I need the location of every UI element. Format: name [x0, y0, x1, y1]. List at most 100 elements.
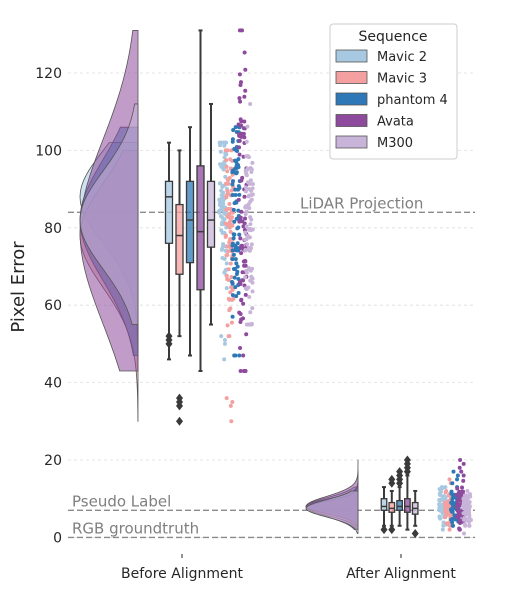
strip-point — [441, 523, 446, 528]
strip-point — [223, 268, 228, 273]
strip-point — [223, 151, 228, 156]
strip-point — [242, 263, 247, 268]
strip-point — [237, 96, 242, 101]
strip-point — [238, 99, 243, 104]
strip-point — [239, 297, 244, 302]
strip-point — [222, 357, 227, 362]
strip-point — [242, 119, 247, 124]
density-cloud — [305, 490, 359, 534]
strip-point — [462, 501, 467, 506]
strip-point — [234, 216, 239, 221]
box-outlier — [176, 416, 183, 426]
strip-point — [243, 212, 248, 217]
strip-point — [230, 314, 235, 319]
strip-point — [462, 497, 467, 502]
box-body — [403, 498, 411, 513]
strip-point — [444, 521, 449, 526]
strip-point — [230, 182, 235, 187]
box-outlier — [380, 525, 388, 535]
legend-swatch — [335, 114, 368, 127]
strip-point — [236, 248, 241, 253]
strip-point — [225, 214, 230, 219]
strip-point — [444, 488, 449, 493]
strip-point — [238, 346, 243, 351]
strip-point — [224, 158, 229, 163]
box-body — [388, 501, 396, 513]
strip-point — [244, 224, 249, 229]
strip-point — [468, 518, 473, 523]
strip-point — [218, 149, 223, 154]
strip-point — [217, 210, 222, 215]
box-outlier — [388, 474, 396, 484]
strip-point — [243, 88, 248, 93]
strip-point — [232, 232, 237, 237]
strip-point — [460, 485, 465, 490]
strip-point — [438, 489, 443, 494]
box-body — [206, 180, 216, 248]
strip-point — [248, 199, 253, 204]
strip-point — [236, 157, 241, 162]
strip-point — [235, 269, 240, 274]
strip-point — [231, 296, 236, 301]
y-tick-label: 0 — [53, 530, 62, 546]
strip-point — [219, 162, 224, 167]
strip-point — [465, 496, 470, 501]
strip-point — [245, 154, 250, 159]
strip-point — [241, 278, 246, 283]
strip-point — [244, 139, 249, 144]
reference-line-label: Pseudo Label — [72, 492, 171, 510]
strip-point — [246, 227, 251, 232]
strip-point — [237, 219, 242, 224]
strip-point — [457, 513, 462, 518]
strip-point — [464, 518, 469, 523]
box-body — [164, 180, 174, 244]
strip-point — [248, 222, 253, 227]
strip-point — [241, 353, 246, 358]
strip-point — [450, 481, 455, 486]
strip-point — [218, 140, 223, 145]
strip-point — [231, 207, 236, 212]
strip-point — [455, 486, 460, 491]
strip-point — [234, 261, 239, 266]
strip-point — [222, 338, 227, 343]
strip-point — [230, 139, 235, 144]
strip-point — [247, 294, 252, 299]
strip-point — [241, 131, 246, 136]
strip-point — [244, 270, 249, 275]
strip-point — [228, 403, 233, 408]
strip-point — [225, 169, 230, 174]
strip-point — [228, 218, 233, 223]
strip-point — [248, 166, 253, 171]
strip-point — [241, 301, 246, 306]
y-tick-label: 80 — [44, 221, 62, 237]
strip-point — [219, 334, 224, 339]
strip-point — [226, 267, 231, 272]
box-body — [396, 499, 404, 511]
box-outlier — [396, 467, 404, 477]
legend-swatch — [335, 92, 368, 106]
box-outlier — [388, 525, 396, 535]
y-tick-label: 120 — [35, 66, 62, 82]
strip-point — [231, 252, 236, 257]
strip-point — [233, 246, 238, 251]
strip-point — [247, 266, 252, 271]
box-plots — [164, 29, 419, 539]
strip-point — [239, 243, 244, 248]
strip-point — [236, 122, 241, 127]
strip-point — [224, 273, 229, 278]
strip-point — [222, 217, 227, 222]
strip-point — [242, 94, 247, 99]
strip-point — [237, 72, 242, 77]
strip-point — [244, 204, 249, 209]
strip-point — [225, 206, 230, 211]
box-outlier — [403, 455, 411, 465]
strip-point — [230, 293, 235, 298]
strip-point — [223, 174, 228, 179]
strip-point — [220, 255, 225, 260]
strip-point — [232, 275, 237, 280]
strip-point — [226, 223, 231, 228]
strip-point — [249, 193, 254, 198]
strip-point — [230, 248, 235, 253]
strip-point — [239, 209, 244, 214]
strip-point — [246, 194, 251, 199]
